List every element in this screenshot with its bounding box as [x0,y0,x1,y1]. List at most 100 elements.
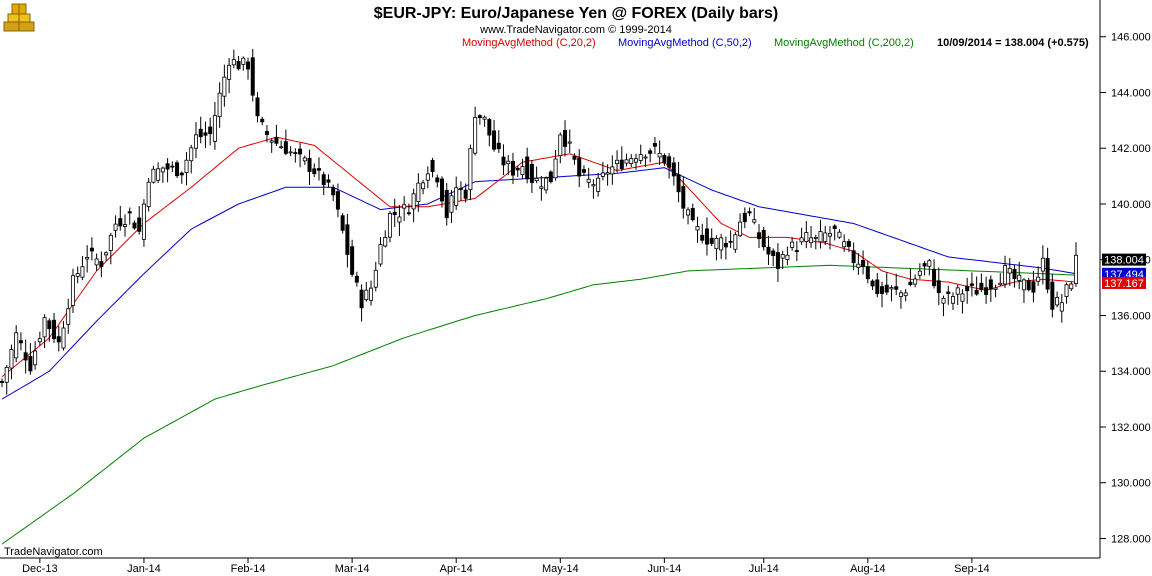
candle-body [350,246,355,275]
candle-body [648,150,653,154]
candle-body [510,160,515,176]
y-tick-label: 144.000 [1111,87,1151,99]
candle-body [1050,281,1055,310]
candle-body [378,244,383,265]
candle-body [501,156,506,166]
candle-body [193,134,198,149]
candle-body [477,115,482,118]
candle-body [932,268,937,287]
candle-body [525,156,530,180]
y-tick-label: 130.000 [1111,478,1151,490]
chart-title: $EUR-JPY: Euro/Japanese Yen @ FOREX (Dai… [374,5,778,22]
y-tick-label: 132.000 [1111,422,1151,434]
candle-body [473,117,478,154]
candle-body [681,186,686,209]
candle-body [856,263,861,268]
candle-body [671,162,676,177]
chart-subtitle: www.TradeNavigator.com © 1999-2014 [479,24,672,36]
candle-body [449,195,454,213]
candle-body [137,217,142,232]
candle-body [392,211,397,216]
candle-body [411,193,416,210]
candle-body [832,225,837,229]
x-tick-label: Sep-14 [954,563,989,575]
candle-body [321,174,326,186]
candle-body [175,162,180,177]
ma20-line [1,136,1077,378]
candle-body [255,97,260,117]
candle-body [686,209,691,216]
candle-body [880,286,885,294]
candle-body [633,158,638,163]
ma50-value-badge [1102,267,1146,280]
candle-body [615,159,620,165]
candle-body [577,157,582,177]
candle-body [170,165,175,168]
candle-body [236,60,241,70]
candle-body [865,266,870,280]
candle-body [700,234,705,241]
candle-body [544,177,549,191]
candle-body [113,223,118,231]
x-tick-label: May-14 [542,563,579,575]
candle-body [369,287,374,301]
candle-body [553,158,558,179]
candle-body [733,234,738,250]
candle-body [222,76,227,97]
candle-body [264,131,269,135]
ma200-line [1,264,1077,545]
candle-body [108,234,113,251]
candle-body [340,215,345,231]
candle-body [302,157,307,162]
x-tick-label: Apr-14 [440,563,473,575]
candle-body [75,273,80,277]
candle-body [827,233,832,237]
candle-body [747,211,752,214]
candle-body [643,156,648,159]
ma50-series [1,167,1077,400]
candle-body [591,184,596,187]
candle-body [1069,283,1074,290]
candle-body [425,173,430,181]
candle-body [189,147,194,162]
candle-body [723,242,728,248]
candle-body [47,320,52,330]
candle-body [307,158,312,172]
legend-ma50: MovingAvgMethod (C,50,2) [618,37,752,49]
candle-body [638,154,643,161]
candle-body [941,297,946,304]
legend-last-value: 10/09/2014 = 138.004 (+0.575) [937,37,1089,49]
candle-body [4,366,9,383]
candle-body [70,275,75,306]
candle-body [1064,284,1069,297]
candle-body [42,317,47,338]
candle-body [61,327,66,349]
candle-body [383,237,388,247]
candle-body [837,231,842,238]
candle-body [231,59,236,66]
candle-body [955,287,960,295]
candle-body [99,261,104,267]
candle-body [421,182,426,190]
candle-body [889,287,894,290]
candle-body [757,232,762,239]
candle-body [345,224,350,255]
candle-body [742,212,747,223]
x-tick-label: Jun-14 [648,563,682,575]
candle-body [813,236,818,239]
candle-body [548,171,553,183]
candle-body [619,159,624,169]
candle-body [165,163,170,170]
candle-body [799,237,804,243]
candle-body [269,140,274,143]
candle-body [179,172,184,176]
candle-body [298,148,303,155]
candle-body [624,159,629,164]
candle-body [283,141,288,154]
candle-body [373,269,378,288]
candle-body [293,152,298,154]
candle-body [974,289,979,295]
candle-body [288,151,293,154]
candle-body [132,222,137,229]
candle-body [936,280,941,294]
